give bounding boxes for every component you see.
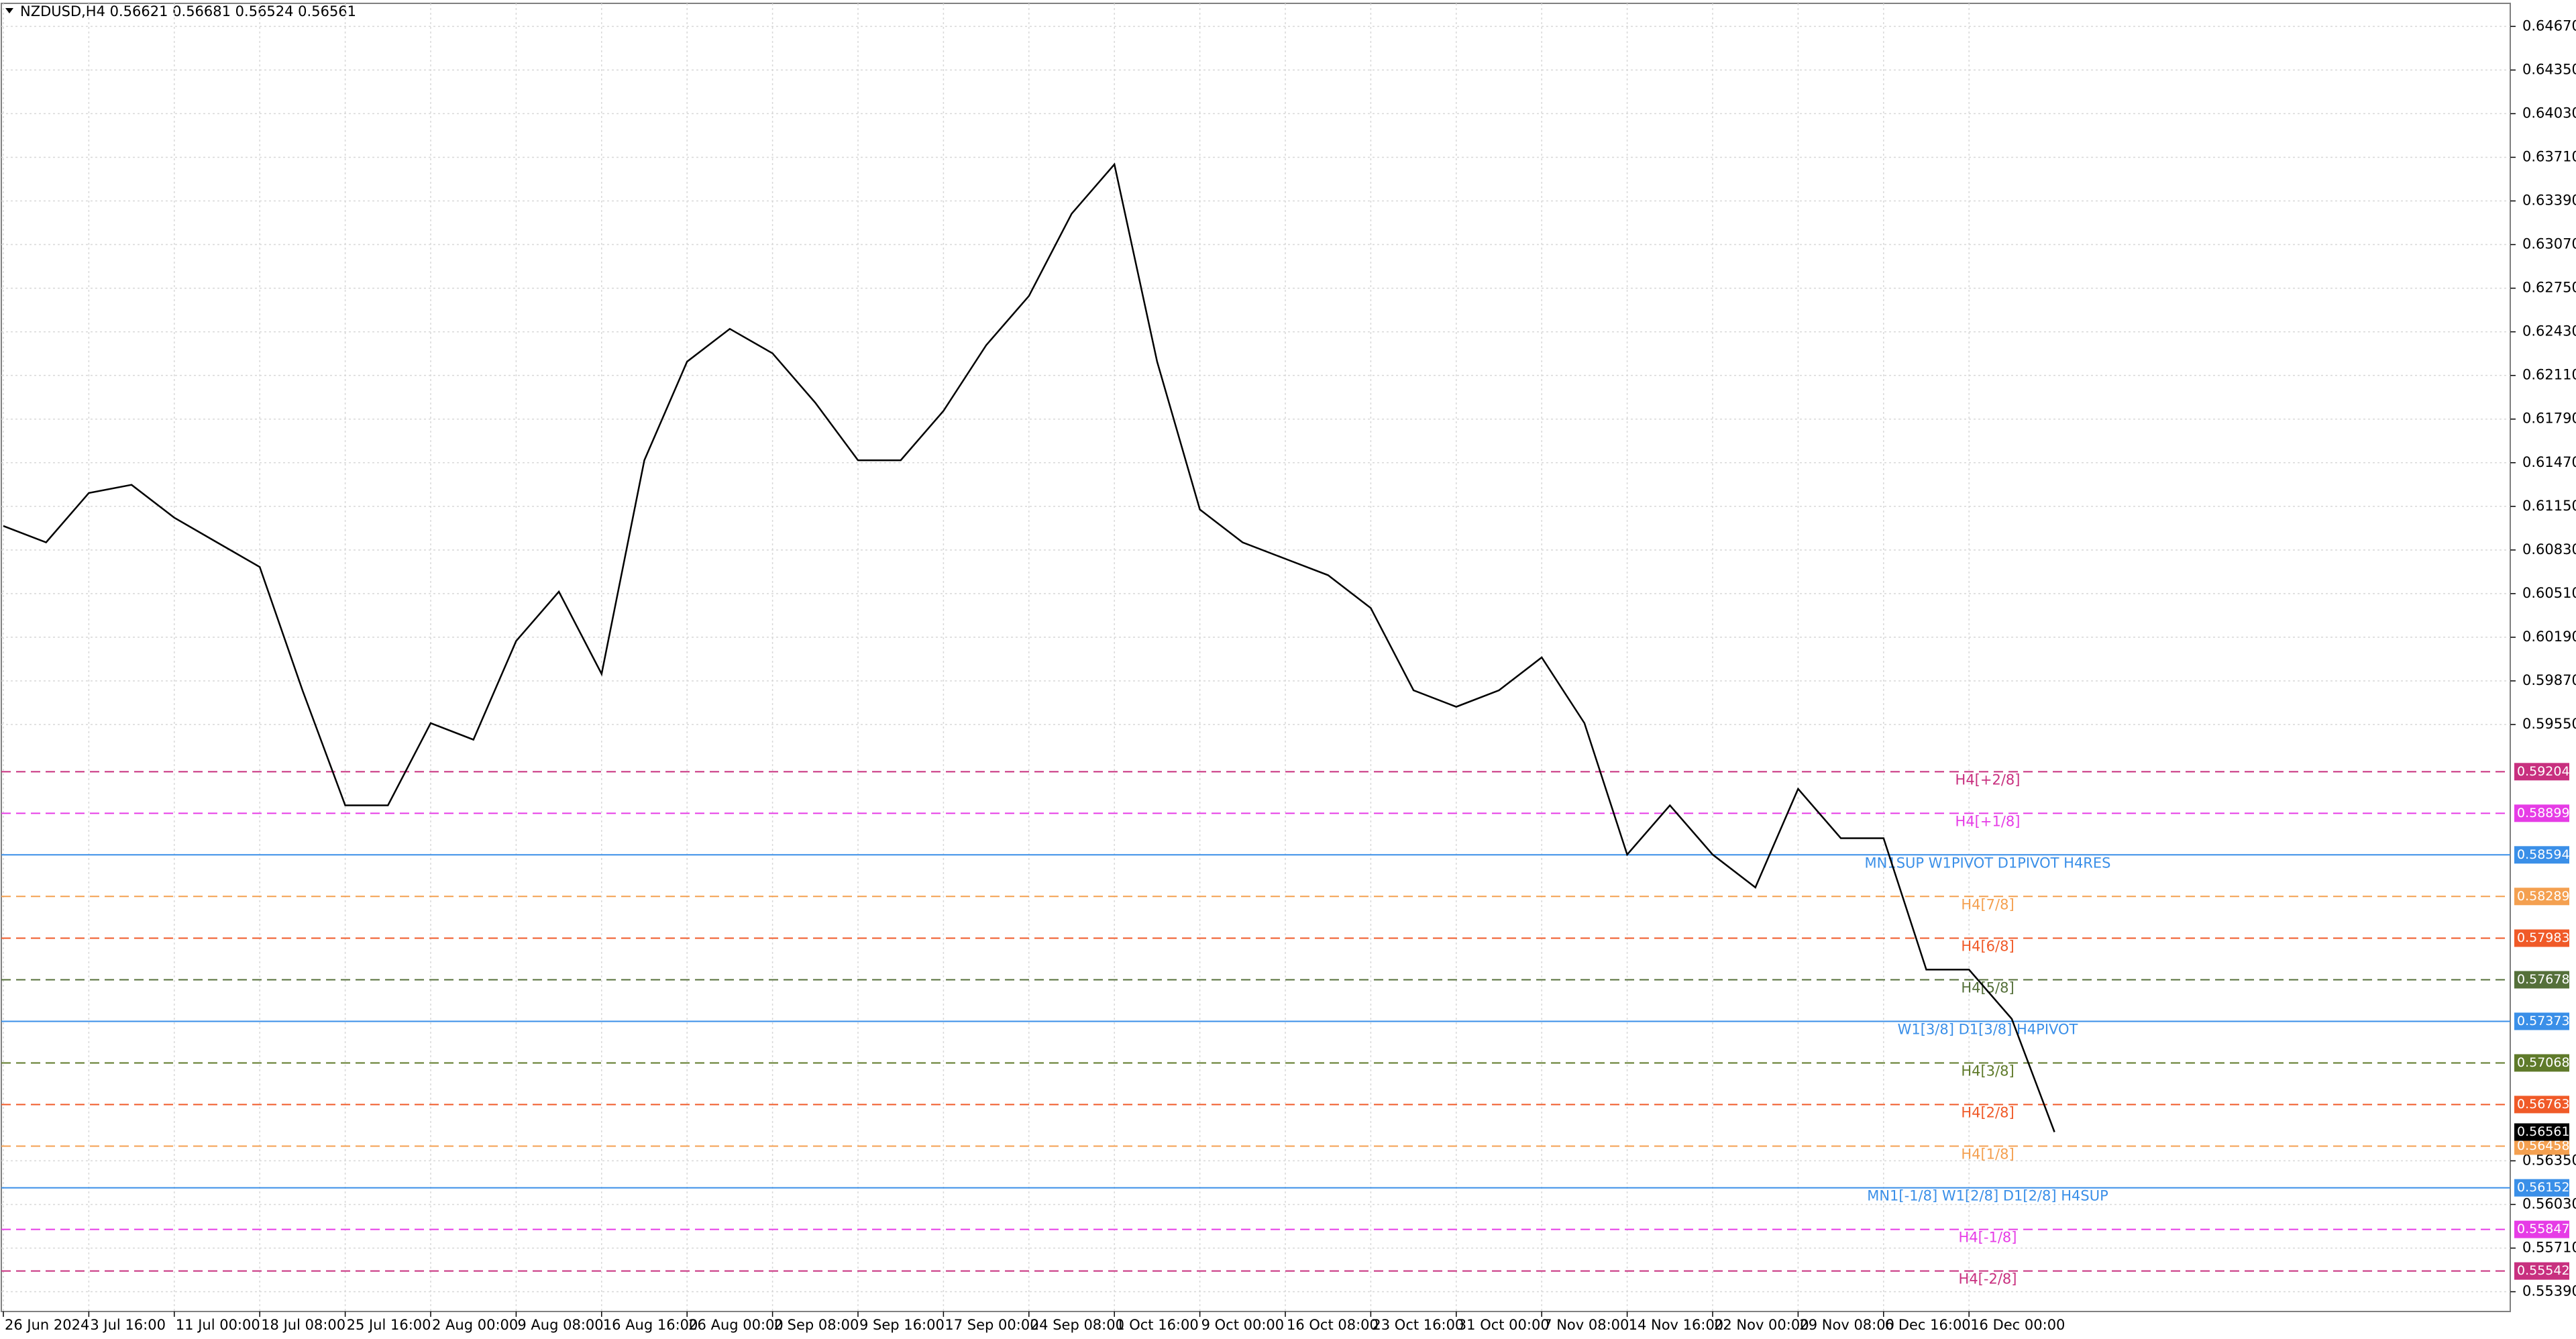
- plot-frame: [1, 3, 2511, 1312]
- y-tick-label: 0.62750: [2522, 280, 2576, 296]
- price-tag-label: 0.57678: [2517, 972, 2570, 987]
- x-tick-label: 3 Jul 16:00: [90, 1317, 166, 1333]
- level-label: H4[-1/8]: [1959, 1230, 2017, 1246]
- price-tag-label: 0.56763: [2517, 1097, 2570, 1112]
- x-tick-label: 7 Nov 08:00: [1543, 1317, 1629, 1333]
- y-tick-label: 0.61150: [2522, 498, 2576, 514]
- level-label: H4[3/8]: [1961, 1063, 2014, 1079]
- price-tag-label: 0.58289: [2517, 889, 2570, 904]
- x-tick-label: 31 Oct 00:00: [1458, 1317, 1550, 1333]
- level-label: H4[1/8]: [1961, 1146, 2014, 1162]
- price-tag-label: 0.55542: [2517, 1263, 2570, 1278]
- level-label: H4[-2/8]: [1959, 1271, 2017, 1287]
- x-tick-label: 26 Jun 2024: [5, 1317, 89, 1333]
- y-tick-label: 0.63070: [2522, 236, 2576, 252]
- x-tick-label: 1 Oct 16:00: [1116, 1317, 1199, 1333]
- level-label: W1[3/8] D1[3/8] H4PIVOT: [1898, 1021, 2078, 1037]
- y-tick-label: 0.60510: [2522, 585, 2576, 601]
- price-tag: [2514, 1262, 2569, 1280]
- y-tick-label: 0.60830: [2522, 541, 2576, 557]
- x-tick-label: 23 Oct 16:00: [1372, 1317, 1464, 1333]
- x-tick-label: 26 Aug 00:00: [688, 1317, 784, 1333]
- y-tick-label: 0.64030: [2522, 105, 2576, 121]
- y-tick-label: 0.61790: [2522, 411, 2576, 427]
- x-tick-label: 29 Nov 08:00: [1799, 1317, 1894, 1333]
- price-tag: [2514, 1012, 2569, 1030]
- y-tick-label: 0.55390: [2522, 1283, 2576, 1299]
- y-tick-label: 0.61470: [2522, 454, 2576, 470]
- y-tick-label: 0.59870: [2522, 672, 2576, 688]
- current-price-tag: [2514, 1123, 2569, 1141]
- x-tick-label: 18 Jul 08:00: [261, 1317, 345, 1333]
- y-tick-label: 0.60190: [2522, 629, 2576, 645]
- x-tick-label: 6 Dec 16:00: [1885, 1317, 1971, 1333]
- price-tag-label: 0.58899: [2517, 806, 2570, 820]
- x-tick-label: 17 Sep 00:00: [945, 1317, 1038, 1333]
- x-tick-label: 11 Jul 00:00: [176, 1317, 260, 1333]
- level-label: H4[6/8]: [1961, 938, 2014, 954]
- price-tag: [2514, 888, 2569, 906]
- x-tick-label: 2 Aug 00:00: [432, 1317, 518, 1333]
- level-label: H4[5/8]: [1961, 979, 2014, 996]
- price-line: [3, 162, 2055, 1132]
- price-tag-label: 0.56152: [2517, 1180, 2570, 1195]
- price-tag: [2514, 1095, 2569, 1114]
- price-tag-label: 0.55847: [2517, 1222, 2570, 1236]
- y-tick-label: 0.56030: [2522, 1195, 2576, 1212]
- price-tag: [2514, 804, 2569, 822]
- x-tick-label: 9 Oct 00:00: [1201, 1317, 1285, 1333]
- y-tick-label: 0.63710: [2522, 148, 2576, 164]
- x-tick-label: 16 Aug 16:00: [603, 1317, 698, 1333]
- x-tick-label: 9 Sep 16:00: [859, 1317, 945, 1333]
- level-label: H4[+2/8]: [1955, 771, 2021, 788]
- price-tag-label: 0.56458: [2517, 1138, 2570, 1153]
- price-tag: [2514, 846, 2569, 864]
- x-tick-label: 14 Nov 16:00: [1629, 1317, 1724, 1333]
- chart-title: NZDUSD,H4 0.56621 0.56681 0.56524 0.5656…: [20, 3, 356, 19]
- level-label: MN1[-1/8] W1[2/8] D1[2/8] H4SUP: [1867, 1188, 2108, 1204]
- y-tick-label: 0.64350: [2522, 61, 2576, 77]
- x-tick-label: 24 Sep 08:00: [1030, 1317, 1124, 1333]
- price-tag: [2514, 1179, 2569, 1197]
- y-tick-label: 0.59550: [2522, 716, 2576, 732]
- y-tick-label: 0.63390: [2522, 193, 2576, 209]
- price-tag: [2514, 763, 2569, 781]
- x-tick-label: 16 Dec 00:00: [1970, 1317, 2065, 1333]
- y-tick-label: 0.62110: [2522, 367, 2576, 383]
- x-tick-label: 16 Oct 08:00: [1287, 1317, 1379, 1333]
- x-tick-label: 2 Sep 08:00: [774, 1317, 859, 1333]
- y-tick-label: 0.62430: [2522, 323, 2576, 339]
- x-tick-label: 25 Jul 16:00: [347, 1317, 431, 1333]
- price-tag-label: 0.57068: [2517, 1055, 2570, 1070]
- price-tag-label: 0.58594: [2517, 847, 2570, 862]
- price-tag: [2514, 929, 2569, 947]
- price-tag-label: 0.59204: [2517, 764, 2570, 779]
- level-label: H4[7/8]: [1961, 896, 2014, 912]
- price-tag: [2514, 971, 2569, 989]
- menu-arrow[interactable]: [5, 8, 13, 13]
- price-tag-label: 0.57983: [2517, 930, 2570, 945]
- x-tick-label: 22 Nov 00:00: [1714, 1317, 1809, 1333]
- current-price-label: 0.56561: [2517, 1124, 2570, 1139]
- y-tick-label: 0.64670: [2522, 17, 2576, 34]
- x-tick-label: 9 Aug 08:00: [517, 1317, 603, 1333]
- level-label: H4[+1/8]: [1955, 813, 2021, 829]
- y-tick-label: 0.55710: [2522, 1239, 2576, 1255]
- price-tag: [2514, 1220, 2569, 1238]
- price-tag: [2514, 1054, 2569, 1072]
- price-tag-label: 0.57373: [2517, 1014, 2570, 1028]
- level-label: H4[2/8]: [1961, 1104, 2014, 1120]
- level-label: MN1SUP W1PIVOT D1PIVOT H4RES: [1865, 855, 2111, 871]
